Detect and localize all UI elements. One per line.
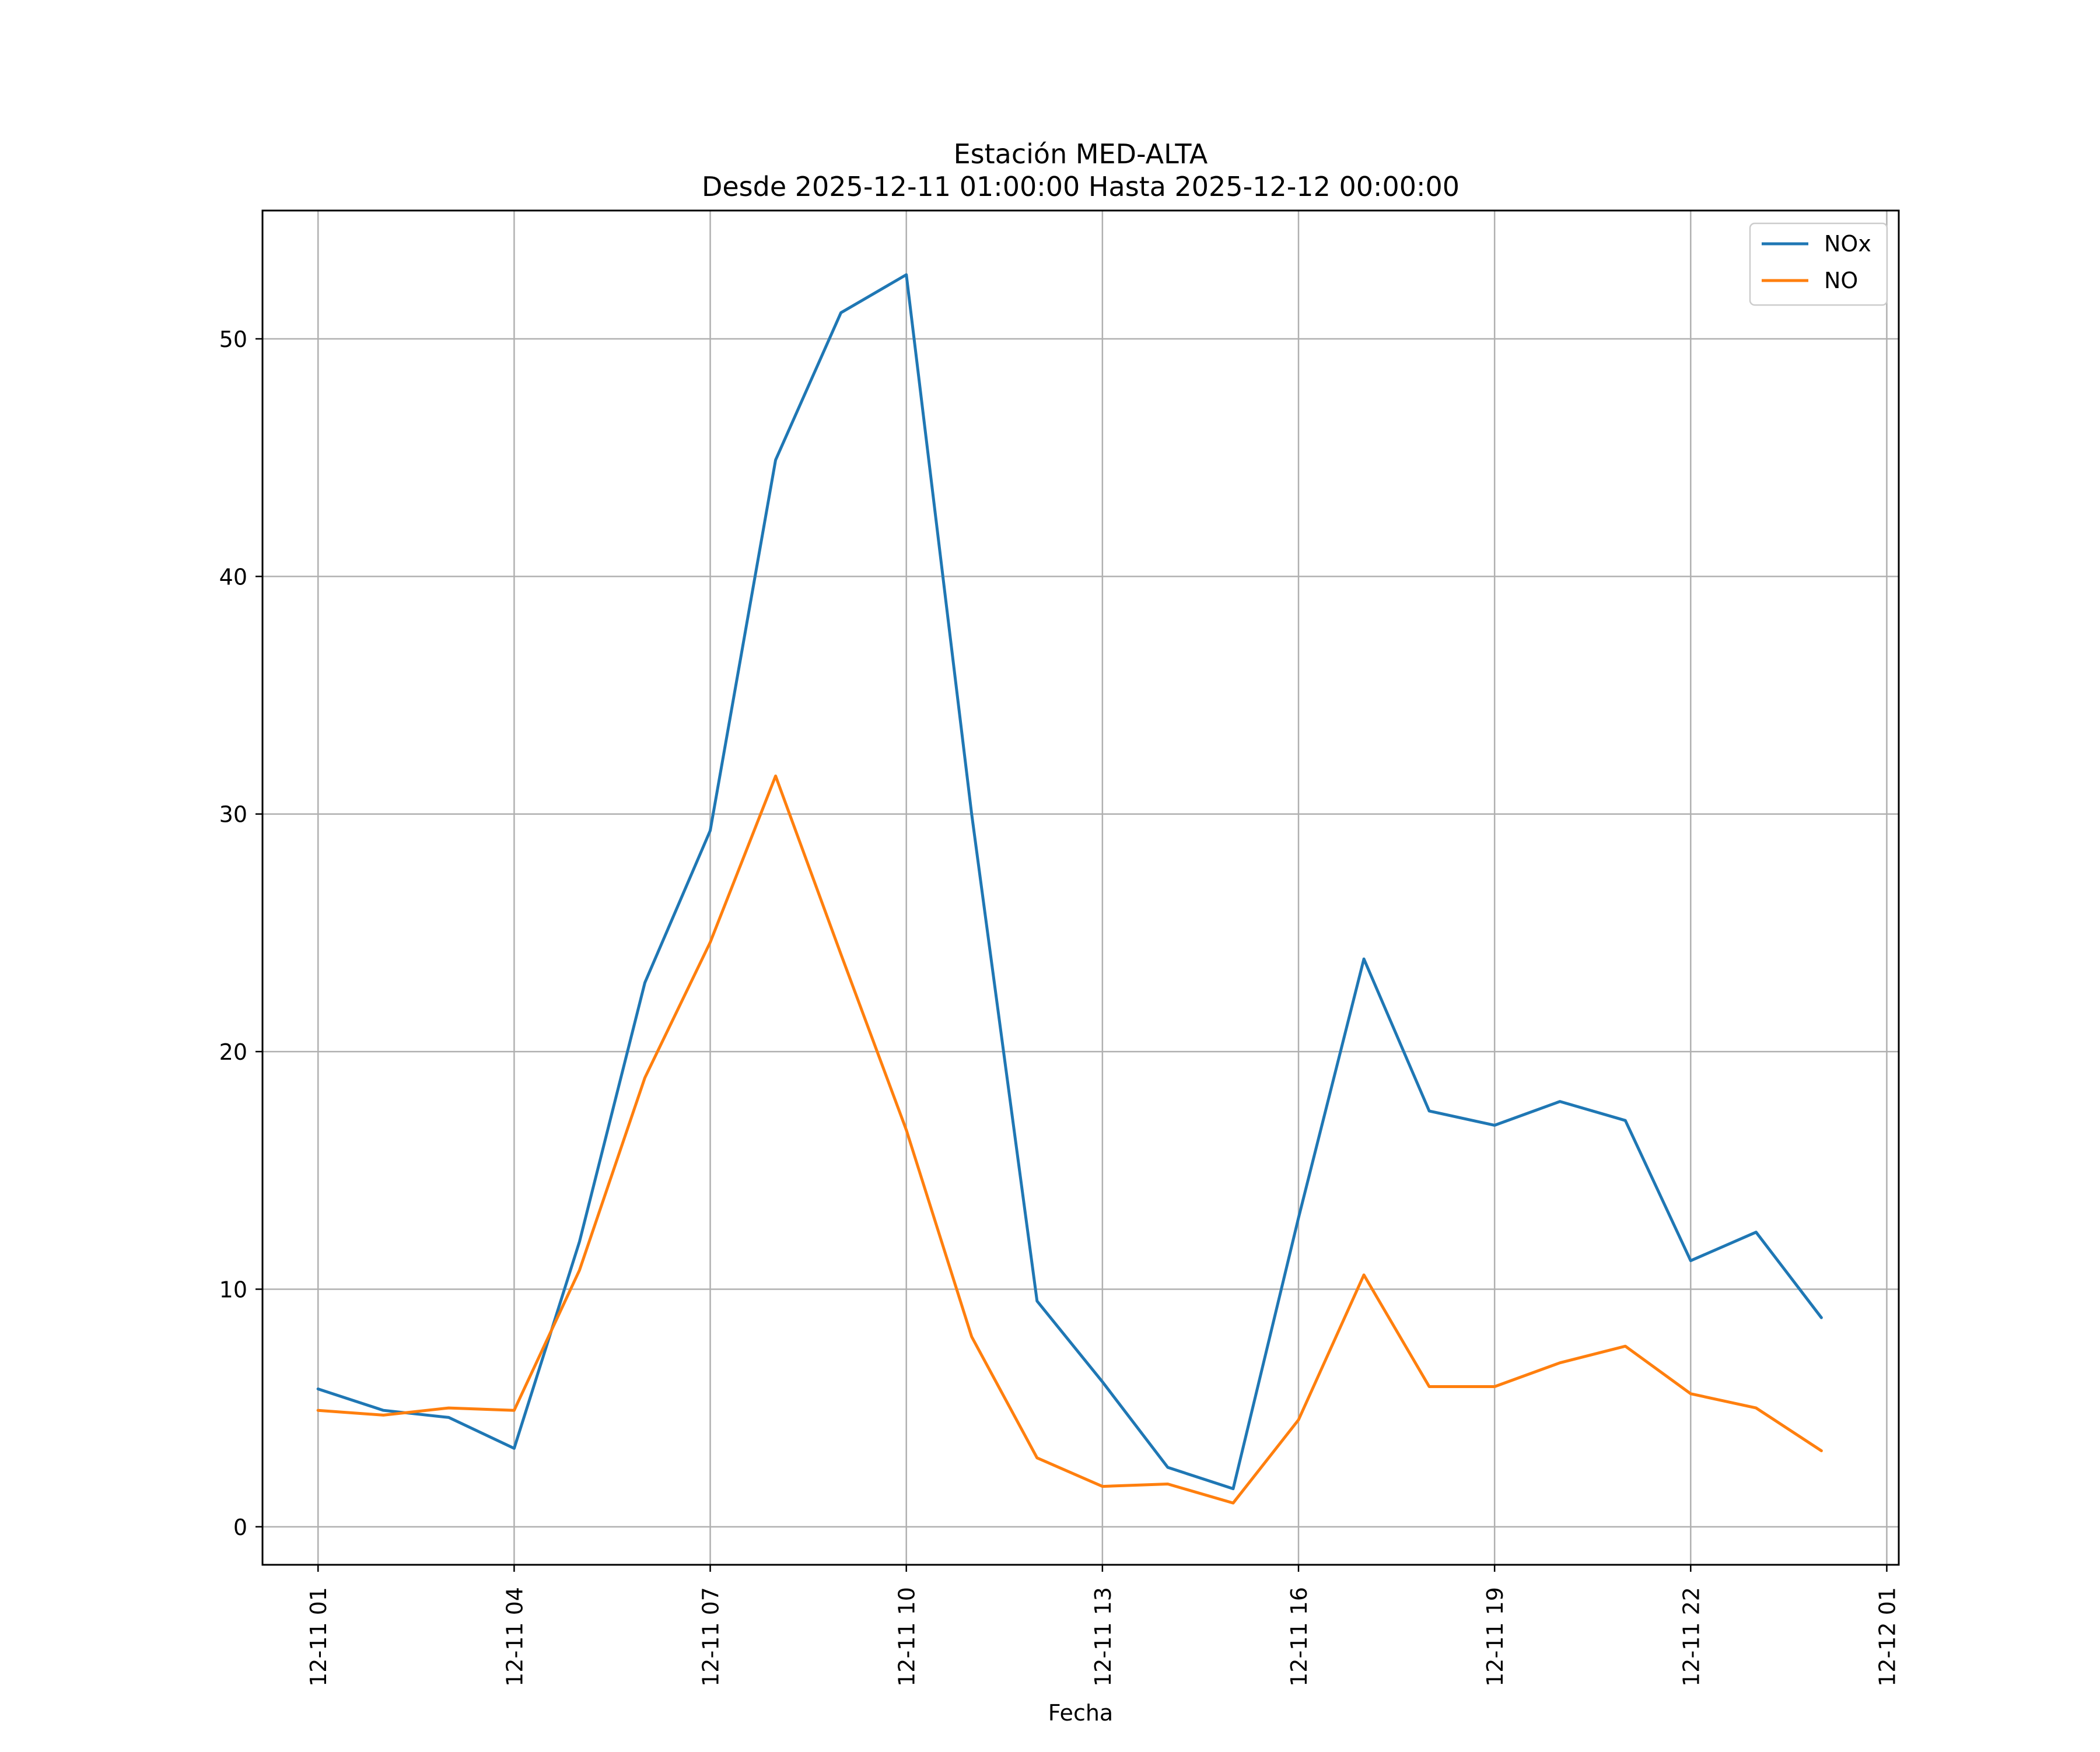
x-tick-label: 12-11 07: [698, 1587, 724, 1687]
chart-title: Estación MED-ALTA: [954, 138, 1208, 170]
x-tick-label: 12-11 04: [502, 1587, 527, 1687]
y-tick-label: 50: [219, 327, 247, 352]
y-tick-label: 10: [219, 1277, 247, 1302]
x-tick-label: 12-12 01: [1874, 1587, 1900, 1687]
x-axis: 12-11 01 12-11 04 12-11 07 12-11 10 12-11 13…: [306, 1565, 1900, 1687]
y-tick-label: 40: [219, 564, 247, 590]
chart-subtitle: Desde 2025-12-11 01:00:00 Hasta 2025-12-…: [702, 171, 1460, 202]
legend-label-no: NO: [1824, 268, 1858, 293]
legend: NOx NO: [1749, 222, 1888, 306]
y-tick-label: 0: [233, 1515, 247, 1540]
x-tick-label: 12-11 19: [1482, 1587, 1508, 1687]
series-line-nox: [316, 273, 1823, 1491]
x-tick-label: 12-11 10: [894, 1587, 920, 1687]
series-line-no: [316, 775, 1823, 1505]
y-tick-label: 20: [219, 1039, 247, 1065]
plot-frame: [261, 209, 1900, 1566]
x-tick-label: 12-11 22: [1678, 1587, 1704, 1687]
y-tick-label: 30: [219, 802, 247, 828]
x-tick-label: 12-11 01: [306, 1587, 331, 1687]
x-tick-label: 12-11 13: [1090, 1587, 1116, 1687]
legend-label-nox: NOx: [1824, 231, 1871, 257]
series-lines: [316, 273, 1823, 1505]
x-tick-label: 12-11 16: [1286, 1587, 1312, 1687]
y-axis: 0 10 20 30 40 50: [219, 327, 262, 1540]
x-axis-label: Fecha: [1048, 1700, 1113, 1726]
grid: [262, 211, 1899, 1565]
